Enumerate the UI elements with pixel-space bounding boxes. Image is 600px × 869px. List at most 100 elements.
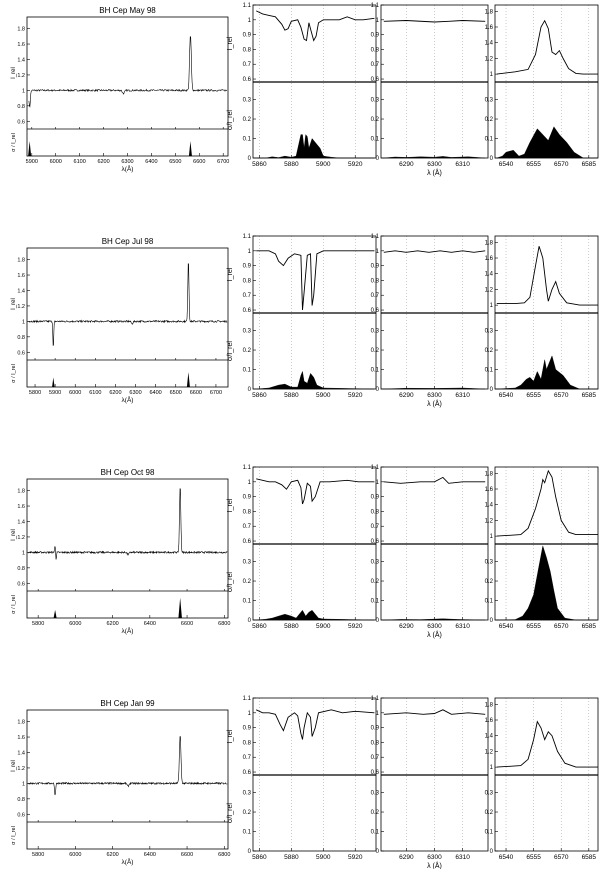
ytick-label: 0.9 xyxy=(371,495,380,501)
ytick-label: 0.7 xyxy=(243,755,252,761)
sigma-ytick-label: 0.2 xyxy=(485,810,494,816)
xtick-label: 6585 xyxy=(582,392,597,399)
ytick-label: 1.4 xyxy=(485,272,494,278)
left-spectrum-line xyxy=(28,488,228,560)
left-ytick-label: 1.6 xyxy=(17,273,25,279)
ytick-label: 1.1 xyxy=(243,465,252,471)
ytick-label: 1.6 xyxy=(485,256,494,262)
left-xtick-label: 6700 xyxy=(210,390,222,396)
xtick-label: 6540 xyxy=(499,854,514,861)
xtick-label: 6540 xyxy=(499,623,514,630)
sigma-ytick-label: 0 xyxy=(376,156,380,162)
xtick-label: 5900 xyxy=(316,854,331,861)
left-xtick-label: 5800 xyxy=(32,852,44,858)
sigma-ytick-label: 0 xyxy=(248,618,252,624)
xtick-label: 5860 xyxy=(252,854,267,861)
sigma-area xyxy=(496,355,598,390)
ytick-label: 0.6 xyxy=(243,308,252,314)
ytick-label: 0.7 xyxy=(371,62,380,68)
sigma-ytick-label: 0 xyxy=(490,618,494,624)
spectrum-line xyxy=(256,478,375,505)
spectrum-line xyxy=(256,10,375,42)
sigma-ytick-label: 0.3 xyxy=(243,98,252,104)
left-panel-title: BH Cep May 98 xyxy=(99,6,156,15)
ytick-label: 1.2 xyxy=(485,287,494,293)
sigma-ytick-label: 0.2 xyxy=(243,810,252,816)
sigma-ytick-label: 0.1 xyxy=(485,137,494,143)
sigma-ytick-label: 0.3 xyxy=(485,791,494,797)
sigma-ytick-label: 0.2 xyxy=(371,117,380,123)
ytick-label: 1.1 xyxy=(371,3,380,9)
ylabel-intensity: I_rel xyxy=(227,267,234,281)
left-xlabel: λ(Å) xyxy=(122,164,134,173)
left-ytick-label: 1.4 xyxy=(17,519,25,525)
sigma-ytick-label: 0.3 xyxy=(243,560,252,566)
panel-na: 0.6 0.7 0.8 0.9 1 1.1 0 0.1 0.2 0.3 5860 5880 5900 59… xyxy=(227,234,377,399)
left-ytick-label: 1.6 xyxy=(17,504,25,510)
sigma-area xyxy=(256,134,375,159)
xtick-label: 6310 xyxy=(455,623,470,630)
sigma-area xyxy=(383,387,486,390)
ytick-label: 1 xyxy=(376,18,380,24)
ytick-label: 1.6 xyxy=(485,718,494,724)
ytick-label: 0.6 xyxy=(371,539,380,545)
sigma-ytick-label: 0.2 xyxy=(485,348,494,354)
xtick-label: 5860 xyxy=(252,161,267,168)
left-xtick-label: 6600 xyxy=(181,621,193,627)
left-sigma-spike xyxy=(186,372,190,387)
left-ytick-label: 0.8 xyxy=(17,104,25,110)
ytick-label: 1.2 xyxy=(485,518,494,524)
xtick-label: 6310 xyxy=(455,161,470,168)
ytick-label: 1.6 xyxy=(485,25,494,31)
left-xtick-label: 6300 xyxy=(129,390,141,396)
ytick-label: 0.8 xyxy=(243,47,252,53)
left-xlabel: λ(Å) xyxy=(122,857,134,866)
left-spectrum-line xyxy=(28,263,228,347)
left-xtick-label: 6400 xyxy=(144,621,156,627)
sigma-area xyxy=(496,545,598,621)
left-xtick-label: 5800 xyxy=(29,390,41,396)
ytick-label: 0.8 xyxy=(371,740,380,746)
sigma-ytick-label: 0.2 xyxy=(485,579,494,585)
ytick-label: 0.7 xyxy=(371,524,380,530)
xtick-label: 5880 xyxy=(284,854,299,861)
spectrum-line xyxy=(383,476,486,484)
ytick-label: 0.6 xyxy=(371,308,380,314)
sigma-ytick-label: 0.1 xyxy=(485,599,494,605)
xtick-label: 6290 xyxy=(399,161,414,168)
ylabel-sigma: σ/I_rel xyxy=(227,110,234,130)
ytick-label: 0.9 xyxy=(371,33,380,39)
left-xlabel: λ(Å) xyxy=(122,626,134,635)
ytick-label: 0.8 xyxy=(243,509,252,515)
xtick-label: 5860 xyxy=(252,392,267,399)
ytick-label: 1.2 xyxy=(485,56,494,62)
sigma-ytick-label: 0.1 xyxy=(243,599,252,605)
sigma-ytick-label: 0.1 xyxy=(371,830,380,836)
ytick-label: 0.8 xyxy=(243,278,252,284)
spectrum-line xyxy=(383,250,486,253)
panel-fe: 0.6 0.7 0.8 0.9 1 1.1 0 0.1 0.2 0.3 6290 6300 6310 λ … xyxy=(371,3,489,177)
spectrum-line xyxy=(256,250,375,311)
xlabel: λ (Å) xyxy=(427,630,442,639)
ytick-label: 0.6 xyxy=(371,77,380,83)
panel-fe: 0.6 0.7 0.8 0.9 1 1.1 0 0.1 0.2 0.3 6290 6300 6310 λ … xyxy=(371,234,489,408)
panel-na: 0.6 0.7 0.8 0.9 1 1.1 0 0.1 0.2 0.3 5860 5880 5900 59… xyxy=(227,696,377,861)
left-sigma-spike xyxy=(28,141,32,156)
left-spectrum-line xyxy=(28,36,228,108)
ytick-label: 0.6 xyxy=(243,770,252,776)
left-xtick-label: 6100 xyxy=(74,159,86,165)
sigma-area xyxy=(383,618,486,621)
ytick-label: 0.8 xyxy=(371,278,380,284)
ytick-label: 0.9 xyxy=(243,33,252,39)
left-sigma-spike xyxy=(178,597,182,618)
ytick-label: 0.8 xyxy=(243,740,252,746)
left-sigma-spike xyxy=(188,141,192,156)
panel-ha: 1 1.2 1.4 1.6 1.8 0 0.1 0.2 0.3 6540 6555 6570 6585 xyxy=(485,697,599,861)
xtick-label: 6585 xyxy=(582,623,597,630)
spectrum-line xyxy=(383,20,486,23)
left-ylabel-sigma: σ / I_rel xyxy=(11,826,17,845)
xtick-label: 5920 xyxy=(348,854,363,861)
spectrum-line xyxy=(496,246,598,306)
left-ytick-label: 0.6 xyxy=(17,350,25,356)
ytick-label: 1 xyxy=(248,711,252,717)
